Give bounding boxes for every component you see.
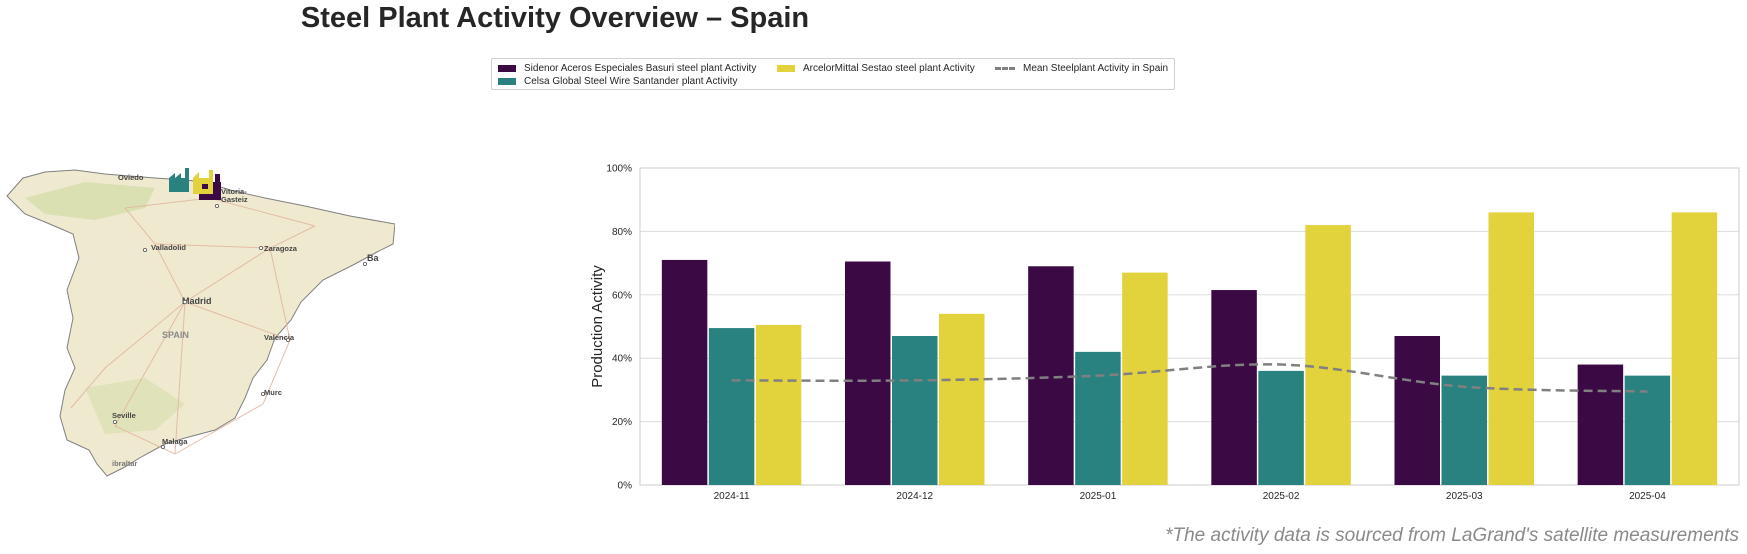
map-roads xyxy=(70,197,316,455)
y-tick-label: 60% xyxy=(612,290,632,301)
bar xyxy=(1028,266,1074,485)
plot-frame xyxy=(639,167,1740,486)
bar xyxy=(892,336,938,485)
map-label-gasteiz: Gasteiz xyxy=(221,195,248,204)
legend-swatch-sidenor xyxy=(498,64,516,72)
chart-title: Steel Plant Activity Overview – Spain xyxy=(300,2,810,34)
map-city-labels: Oviedo Vitoria- Gasteiz Valladolid Zarag… xyxy=(112,173,379,468)
map-label-murcia: Murc xyxy=(264,388,282,397)
legend-entry-arcelormittal: ArcelorMittal Sestao steel plant Activit… xyxy=(777,62,975,74)
legend-label-mean: Mean Steelplant Activity in Spain xyxy=(1023,62,1169,74)
map-greenery xyxy=(25,182,155,220)
map-label-malaga: Malaga xyxy=(162,437,188,446)
legend-label-sidenor: Sidenor Aceros Especiales Basuri steel p… xyxy=(524,62,757,74)
bar xyxy=(1488,212,1534,485)
legend-label-arcelormittal: ArcelorMittal Sestao steel plant Activit… xyxy=(803,62,975,74)
bar xyxy=(1577,364,1624,485)
map-label-gibraltar: ibraltar xyxy=(112,459,138,468)
x-tick-label: 2025-02 xyxy=(1263,491,1300,500)
map-greenery-south xyxy=(85,378,185,434)
map-label-vitoria: Vitoria- xyxy=(221,187,247,196)
map-city-dots xyxy=(113,204,367,449)
spain-map: Oviedo Vitoria- Gasteiz Valladolid Zarag… xyxy=(5,168,395,486)
x-tick-label: 2025-04 xyxy=(1629,491,1666,500)
legend-swatch-arcelormittal xyxy=(777,64,795,72)
factory-icon-teal xyxy=(169,168,189,192)
x-tick-label: 2024-11 xyxy=(714,491,750,500)
map-label-valencia: Valencia xyxy=(264,333,295,342)
legend-entry-celsa: Celsa Global Steel Wire Santander plant … xyxy=(498,75,737,87)
x-tick-label: 2024-12 xyxy=(896,491,933,500)
factory-icon-yellow xyxy=(193,170,213,194)
bar xyxy=(1671,212,1718,485)
bar xyxy=(661,259,708,485)
legend-swatch-celsa xyxy=(498,77,516,85)
bar xyxy=(1624,375,1671,485)
bar-chart: 0% 20% 40% 60% 80% 100% Production Activity 202… xyxy=(589,164,1740,500)
map-label-seville: Seville xyxy=(112,411,136,420)
bar xyxy=(1305,225,1351,485)
legend: Sidenor Aceros Especiales Basuri steel p… xyxy=(491,58,1175,90)
map-label-oviedo: Oviedo xyxy=(118,173,144,182)
y-tick-label: 100% xyxy=(606,164,632,175)
map-label-barcelona: Ba xyxy=(367,253,379,263)
bar xyxy=(1441,375,1487,485)
legend-label-celsa: Celsa Global Steel Wire Santander plant … xyxy=(524,75,738,87)
x-tick-label: 2025-03 xyxy=(1446,491,1483,500)
bar xyxy=(1211,290,1257,485)
y-tick-label: 0% xyxy=(618,481,633,492)
y-tick-label: 80% xyxy=(612,227,632,238)
y-axis-label: Production Activity xyxy=(589,265,606,388)
legend-entry-sidenor: Sidenor Aceros Especiales Basuri steel p… xyxy=(498,62,756,74)
map-label-spain: SPAIN xyxy=(162,330,189,340)
bar xyxy=(1075,351,1121,485)
bar xyxy=(1394,336,1440,485)
bar xyxy=(708,328,755,485)
bar xyxy=(755,324,802,485)
map-label-zaragoza: Zaragoza xyxy=(264,244,298,253)
footer-note: *The activity data is sourced from LaGra… xyxy=(1165,525,1739,546)
bar xyxy=(1258,370,1304,485)
map-label-madrid: Madrid xyxy=(182,296,212,306)
x-tick-label: 2025-01 xyxy=(1080,491,1117,500)
map-label-valladolid: Valladolid xyxy=(151,243,186,252)
bar xyxy=(939,313,985,485)
bar xyxy=(845,261,891,485)
legend-swatch-mean xyxy=(995,66,1015,70)
legend-entry-mean: Mean Steelplant Activity in Spain xyxy=(995,62,1168,74)
y-tick-label: 40% xyxy=(612,354,632,365)
bar xyxy=(1122,272,1168,485)
mean-line xyxy=(731,363,1648,393)
y-tick-label: 20% xyxy=(612,417,632,428)
